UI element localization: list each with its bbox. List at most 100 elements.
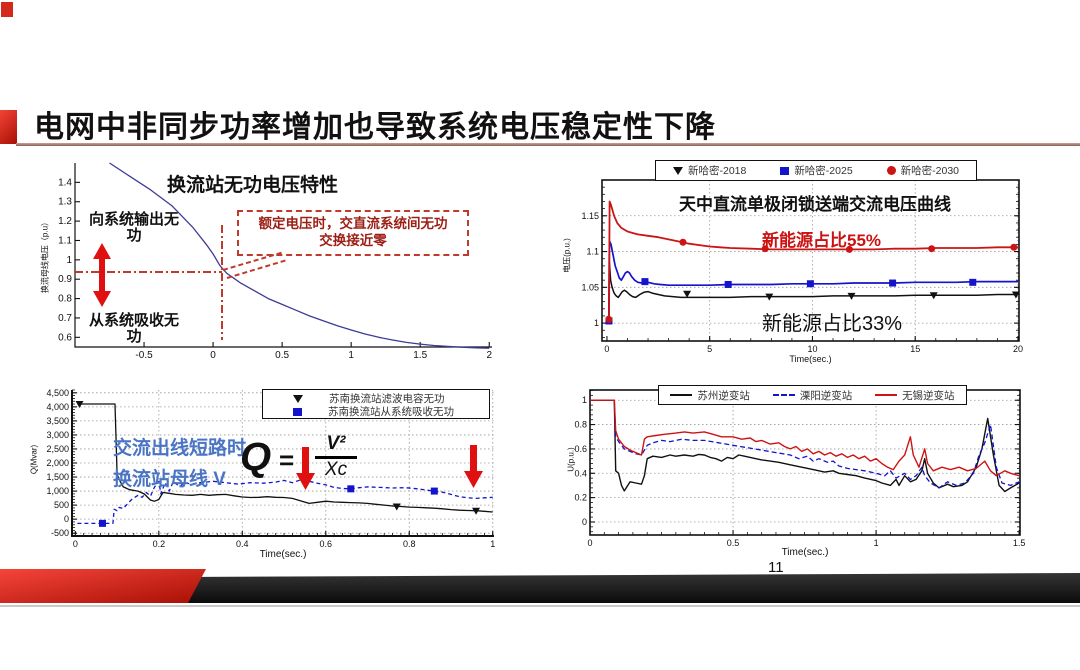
chart-sunan-reactive: 苏南换流站滤波电容无功 苏南换流站从系统吸收无功 0 0.2 0.4 0.6 0.8 1 -… (30, 383, 510, 563)
svg-text:1: 1 (594, 318, 599, 328)
svg-text:1.05: 1.05 (581, 282, 599, 292)
legend-label: 新哈密-2018 (687, 165, 747, 177)
svg-text:1.5: 1.5 (1013, 538, 1026, 548)
footer-baseline (0, 605, 1080, 607)
svg-text:0.9: 0.9 (58, 274, 72, 285)
legend: 苏南换流站滤波电容无功 苏南换流站从系统吸收无功 (262, 389, 490, 419)
formula-equals: = (279, 445, 295, 475)
x-axis-label: Time(sec.) (781, 547, 829, 558)
svg-text:0.6: 0.6 (574, 444, 587, 454)
formula-q: Q (240, 435, 272, 479)
chart-uq-characteristic: -0.5 0 0.5 1 1.5 2 0.6 0.7 0.8 0.9 1 1.1 1.2 1.3 1.4 换… (30, 155, 505, 383)
svg-text:2,000: 2,000 (46, 458, 69, 468)
chart-title: 换流站无功电压特性 (167, 175, 339, 196)
legend-item: 溧阳逆变站 (772, 388, 853, 403)
chart-tianzhong-plot: 0 5 10 15 20 1 1.05 1.1 1.15 (581, 179, 1023, 354)
svg-text:0: 0 (582, 517, 587, 527)
svg-text:0.4: 0.4 (236, 539, 249, 549)
svg-text:2: 2 (486, 350, 492, 361)
callout-pointer-line (222, 251, 285, 271)
chart-jiangsu-plot: 0 0.5 1 1.5 0 0.2 0.4 0.6 0.8 1 (574, 389, 1026, 548)
triangle-down-marker-icon (293, 394, 303, 403)
renewable-55-annotation: 新能源占比55% (762, 231, 882, 250)
legend-item: 新哈密-2018 (672, 163, 747, 178)
output-reactive-annotation: 向系统输出无 功 (88, 211, 179, 244)
svg-text:0.6: 0.6 (58, 332, 72, 343)
y-axis-label: U(p.u.) (566, 447, 576, 472)
footer-black-band (170, 573, 1080, 603)
legend-label: 无锡逆变站 (902, 389, 955, 402)
svg-text:0.5: 0.5 (727, 538, 740, 548)
legend: 苏州逆变站 溧阳逆变站 无锡逆变站 (658, 385, 967, 405)
red-down-arrow-icon (464, 445, 483, 488)
svg-text:0: 0 (64, 514, 69, 524)
page-title: 电网中非同步功率增加也导致系统电压稳定性下降 (34, 111, 716, 144)
callout-pointer-line (226, 259, 288, 279)
svg-text:0.8: 0.8 (58, 294, 72, 305)
formula-numerator: V² (315, 433, 357, 459)
svg-text:1.3: 1.3 (58, 197, 72, 208)
legend-item: 苏南换流站从系统吸收无功 (293, 405, 489, 418)
svg-text:-500: -500 (51, 528, 69, 538)
x-axis-label: Time(sec.) (789, 354, 832, 364)
legend-label: 新哈密-2030 (900, 165, 959, 177)
svg-text:0.5: 0.5 (275, 350, 289, 361)
title-underline (16, 143, 1080, 146)
svg-text:0: 0 (210, 350, 216, 361)
footer-bar (0, 569, 1080, 607)
svg-text:0.8: 0.8 (574, 420, 587, 430)
legend-label: 苏州逆变站 (697, 389, 750, 402)
svg-text:5: 5 (707, 344, 712, 354)
legend-item: 新哈密-2025 (780, 163, 853, 178)
svg-text:0: 0 (587, 538, 592, 548)
svg-text:0.6: 0.6 (320, 539, 333, 549)
title-accent-square (0, 110, 17, 144)
legend-label: 苏南换流站滤波电容无功 (329, 393, 445, 405)
svg-text:4,500: 4,500 (46, 388, 69, 398)
absorb-reactive-annotation: 从系统吸收无 功 (88, 312, 179, 345)
x-axis-label: Time(sec.) (259, 549, 307, 560)
legend-item: 新哈密-2030 (886, 163, 959, 178)
corner-accent-square (1, 2, 13, 17)
legend: 新哈密-2018 新哈密-2025 新哈密-2030 (655, 160, 977, 181)
svg-text:500: 500 (54, 500, 69, 510)
svg-text:1: 1 (348, 350, 354, 361)
legend-item: 无锡逆变站 (875, 388, 955, 403)
legend-item: 苏州逆变站 (670, 388, 750, 403)
legend-item: 苏南换流站滤波电容无功 (293, 392, 489, 405)
black-line-sample-icon (670, 394, 693, 396)
square-marker-icon (293, 407, 302, 416)
chart-sunan-plot: 0 0.2 0.4 0.6 0.8 1 -500 0 500 1,000 1,500 2,000 2,5… (46, 388, 495, 549)
svg-text:1.5: 1.5 (413, 350, 427, 361)
chart-tianzhong-voltage: 新哈密-2018 新哈密-2025 新哈密-2030 0 5 10 15 20 1 1.05… (560, 158, 1065, 370)
triangle-down-marker-icon (672, 166, 683, 175)
svg-text:0: 0 (604, 344, 609, 354)
svg-text:1: 1 (490, 539, 495, 549)
svg-text:1.15: 1.15 (581, 211, 599, 221)
red-line-sample-icon (875, 394, 898, 396)
svg-text:1.4: 1.4 (58, 177, 72, 188)
svg-text:1,000: 1,000 (46, 486, 69, 496)
svg-text:1,500: 1,500 (46, 472, 69, 482)
y-axis-label: 电压(p.u.) (562, 238, 572, 273)
chart-sunan-overlays (296, 445, 483, 490)
chart-uq-overlays (75, 225, 288, 340)
svg-text:1: 1 (582, 395, 587, 405)
legend-label: 溧阳逆变站 (799, 389, 853, 402)
svg-text:4,000: 4,000 (46, 402, 69, 412)
square-marker-icon (780, 166, 790, 175)
svg-text:2,500: 2,500 (46, 444, 69, 454)
chart-uq-characteristic-plot: -0.5 0 0.5 1 1.5 2 0.6 0.7 0.8 0.9 1 1.1 1.2 1.3 1.4 (58, 162, 492, 361)
rated-voltage-callout: 额定电压时，交直流系统间无功 交换接近零 (237, 210, 469, 256)
svg-text:0.2: 0.2 (574, 493, 587, 503)
formula-denominator: Xc (324, 459, 348, 480)
red-down-arrow-icon (296, 447, 315, 490)
svg-text:1: 1 (66, 255, 72, 266)
svg-text:-0.5: -0.5 (135, 350, 153, 361)
chart-title: 天中直流单极闭锁送端交流电压曲线 (679, 195, 951, 214)
svg-text:0: 0 (73, 539, 78, 549)
renewable-33-annotation: 新能源占比33% (762, 313, 903, 335)
legend-label: 苏南换流站从系统吸收无功 (328, 406, 454, 418)
svg-text:1: 1 (874, 538, 879, 548)
